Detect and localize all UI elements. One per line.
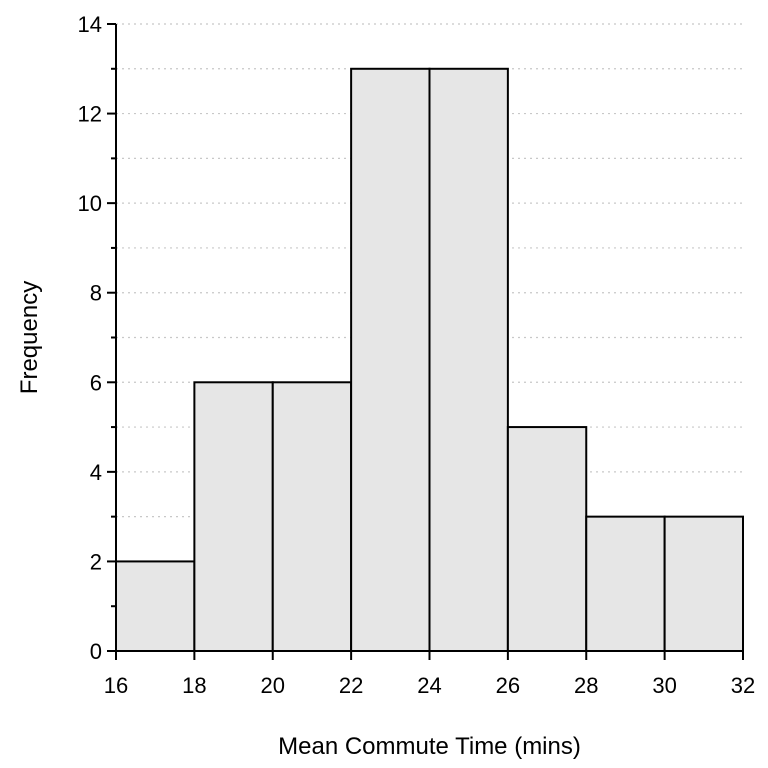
y-tick-label: 6 <box>90 370 102 395</box>
x-tick-label: 22 <box>339 673 363 698</box>
histogram-bars <box>115 67 744 653</box>
x-tick-label: 18 <box>182 673 206 698</box>
histogram-bar <box>193 381 274 652</box>
y-tick-label: 2 <box>90 549 102 574</box>
x-tick-label: 26 <box>496 673 520 698</box>
x-tick-label: 30 <box>652 673 676 698</box>
y-tick-label: 12 <box>78 102 102 127</box>
y-tick-label: 10 <box>78 191 102 216</box>
histogram-bar <box>585 515 666 653</box>
histogram-bar <box>663 515 744 653</box>
x-tick-label: 28 <box>574 673 598 698</box>
histogram-bar <box>271 381 353 652</box>
axes <box>107 23 744 660</box>
x-tick-label: 24 <box>417 673 441 698</box>
y-tick-label: 4 <box>90 460 102 485</box>
histogram-bar <box>115 560 196 653</box>
histogram-bar <box>506 426 588 653</box>
x-axis-title: Mean Commute Time (mins) <box>278 733 581 760</box>
y-tick-label: 0 <box>90 639 102 664</box>
y-axis-title: Frequency <box>16 281 43 394</box>
y-tick-label: 14 <box>78 12 102 37</box>
x-tick-label: 32 <box>731 673 755 698</box>
histogram-bar <box>428 67 509 653</box>
y-tick-label: 8 <box>90 281 102 306</box>
x-tick-label: 20 <box>261 673 285 698</box>
x-tick-label: 16 <box>104 673 128 698</box>
histogram-bar <box>350 67 431 653</box>
